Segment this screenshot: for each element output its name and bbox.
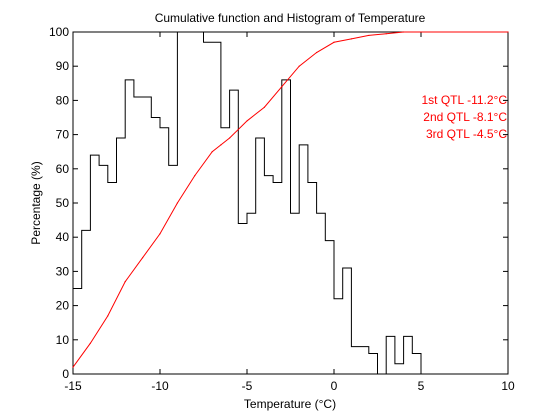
histogram-bin [160,128,169,374]
histogram-bin [134,97,143,374]
cumulative-point [403,31,405,33]
histogram-bin [256,138,265,374]
y-tick-label: 90 [56,59,70,73]
histogram-bin [125,80,134,374]
histogram-bin [108,182,117,374]
chart-title: Cumulative function and Histogram of Tem… [155,11,426,25]
cumulative-line [72,31,508,368]
x-tick-label: -5 [242,379,253,393]
y-tick-label: 20 [56,299,70,313]
cumulative-point [89,342,91,344]
cumulative-point [246,120,248,122]
histogram-bin [264,176,273,374]
annotation-q3: 3rd QTL -4.5°C [426,127,507,141]
histogram-bin [247,213,256,374]
cumulative-point [507,31,509,33]
histogram-bin [230,90,239,374]
histogram-bin [369,353,378,374]
y-tick-label: 80 [56,93,70,107]
y-tick-label: 10 [56,333,70,347]
cumulative-point [385,33,387,35]
histogram-bin [351,347,360,374]
cumulative-point [159,233,161,235]
x-tick-label: 5 [418,379,425,393]
histogram-stairs [72,31,430,375]
cumulative-point [333,41,335,43]
histogram-bin [169,165,178,374]
histogram-bin [412,353,421,374]
y-tick-label: 40 [56,230,70,244]
y-tick-label: 60 [56,162,70,176]
histogram-bin [177,32,186,374]
histogram-bin [195,32,204,374]
cumulative-point [368,34,370,37]
x-tick-label: -15 [64,379,82,393]
histogram-bin [282,80,291,374]
histogram-bin [317,213,326,374]
cumulative-point [124,281,126,283]
cumulative-point [316,51,318,54]
x-tick-label: 0 [331,379,338,393]
cumulative-series [72,31,509,368]
cumulative-point [72,366,74,368]
histogram-bin [221,128,230,374]
histogram-bin [212,42,221,374]
histogram-bin [386,336,395,374]
annotation-q2: 2nd QTL -8.1°C [423,110,507,124]
cumulative-point [176,202,178,204]
histogram-bin [308,182,317,374]
y-tick-label: 70 [56,128,70,142]
y-axis: 0 10 20 30 40 50 60 70 80 90 100 [49,25,508,381]
histogram-bin [238,224,247,374]
histogram-bin [82,230,91,374]
cumulative-point [194,175,196,177]
x-tick-label: -10 [151,379,169,393]
x-axis-label: Temperature (°C) [244,397,336,411]
x-axis: -15 -10 -5 0 5 10 [64,32,515,393]
quartile-annotations: 1st QTL -11.2°C 2nd QTL -8.1°C 3rd QTL -… [422,93,508,141]
histogram-bin [360,347,369,374]
histogram-bin [291,213,300,374]
histogram-bin [273,182,282,374]
histogram-bin [404,336,413,374]
cumulative-point [281,86,283,88]
cumulative-point [229,137,231,139]
x-tick-label: 10 [501,379,515,393]
histogram-bin [99,165,108,374]
y-tick-label: 100 [49,25,69,39]
annotation-q1: 1st QTL -11.2°C [422,93,508,107]
cumulative-point [298,65,300,67]
histogram-bin [334,299,343,374]
cumulative-point [220,144,222,146]
histogram-bin [204,42,213,374]
y-tick-label: 0 [62,367,69,381]
cumulative-point [263,106,265,108]
histogram-bin [395,364,404,374]
y-tick-label: 50 [56,196,70,210]
histogram-bin [151,118,160,375]
histogram-bin [117,138,126,374]
y-tick-label: 30 [56,264,70,278]
histogram-bin [299,145,308,374]
cumulative-point [107,315,109,317]
histogram-series [72,31,430,375]
histogram-bin [186,32,195,374]
cumulative-point [211,151,213,153]
cumulative-point [142,257,144,259]
histogram-bin [325,241,334,374]
histogram-bin [143,97,152,374]
histogram-bin [343,268,352,374]
y-axis-label: Percentage (%) [29,161,43,244]
cumulative-point [350,38,352,40]
